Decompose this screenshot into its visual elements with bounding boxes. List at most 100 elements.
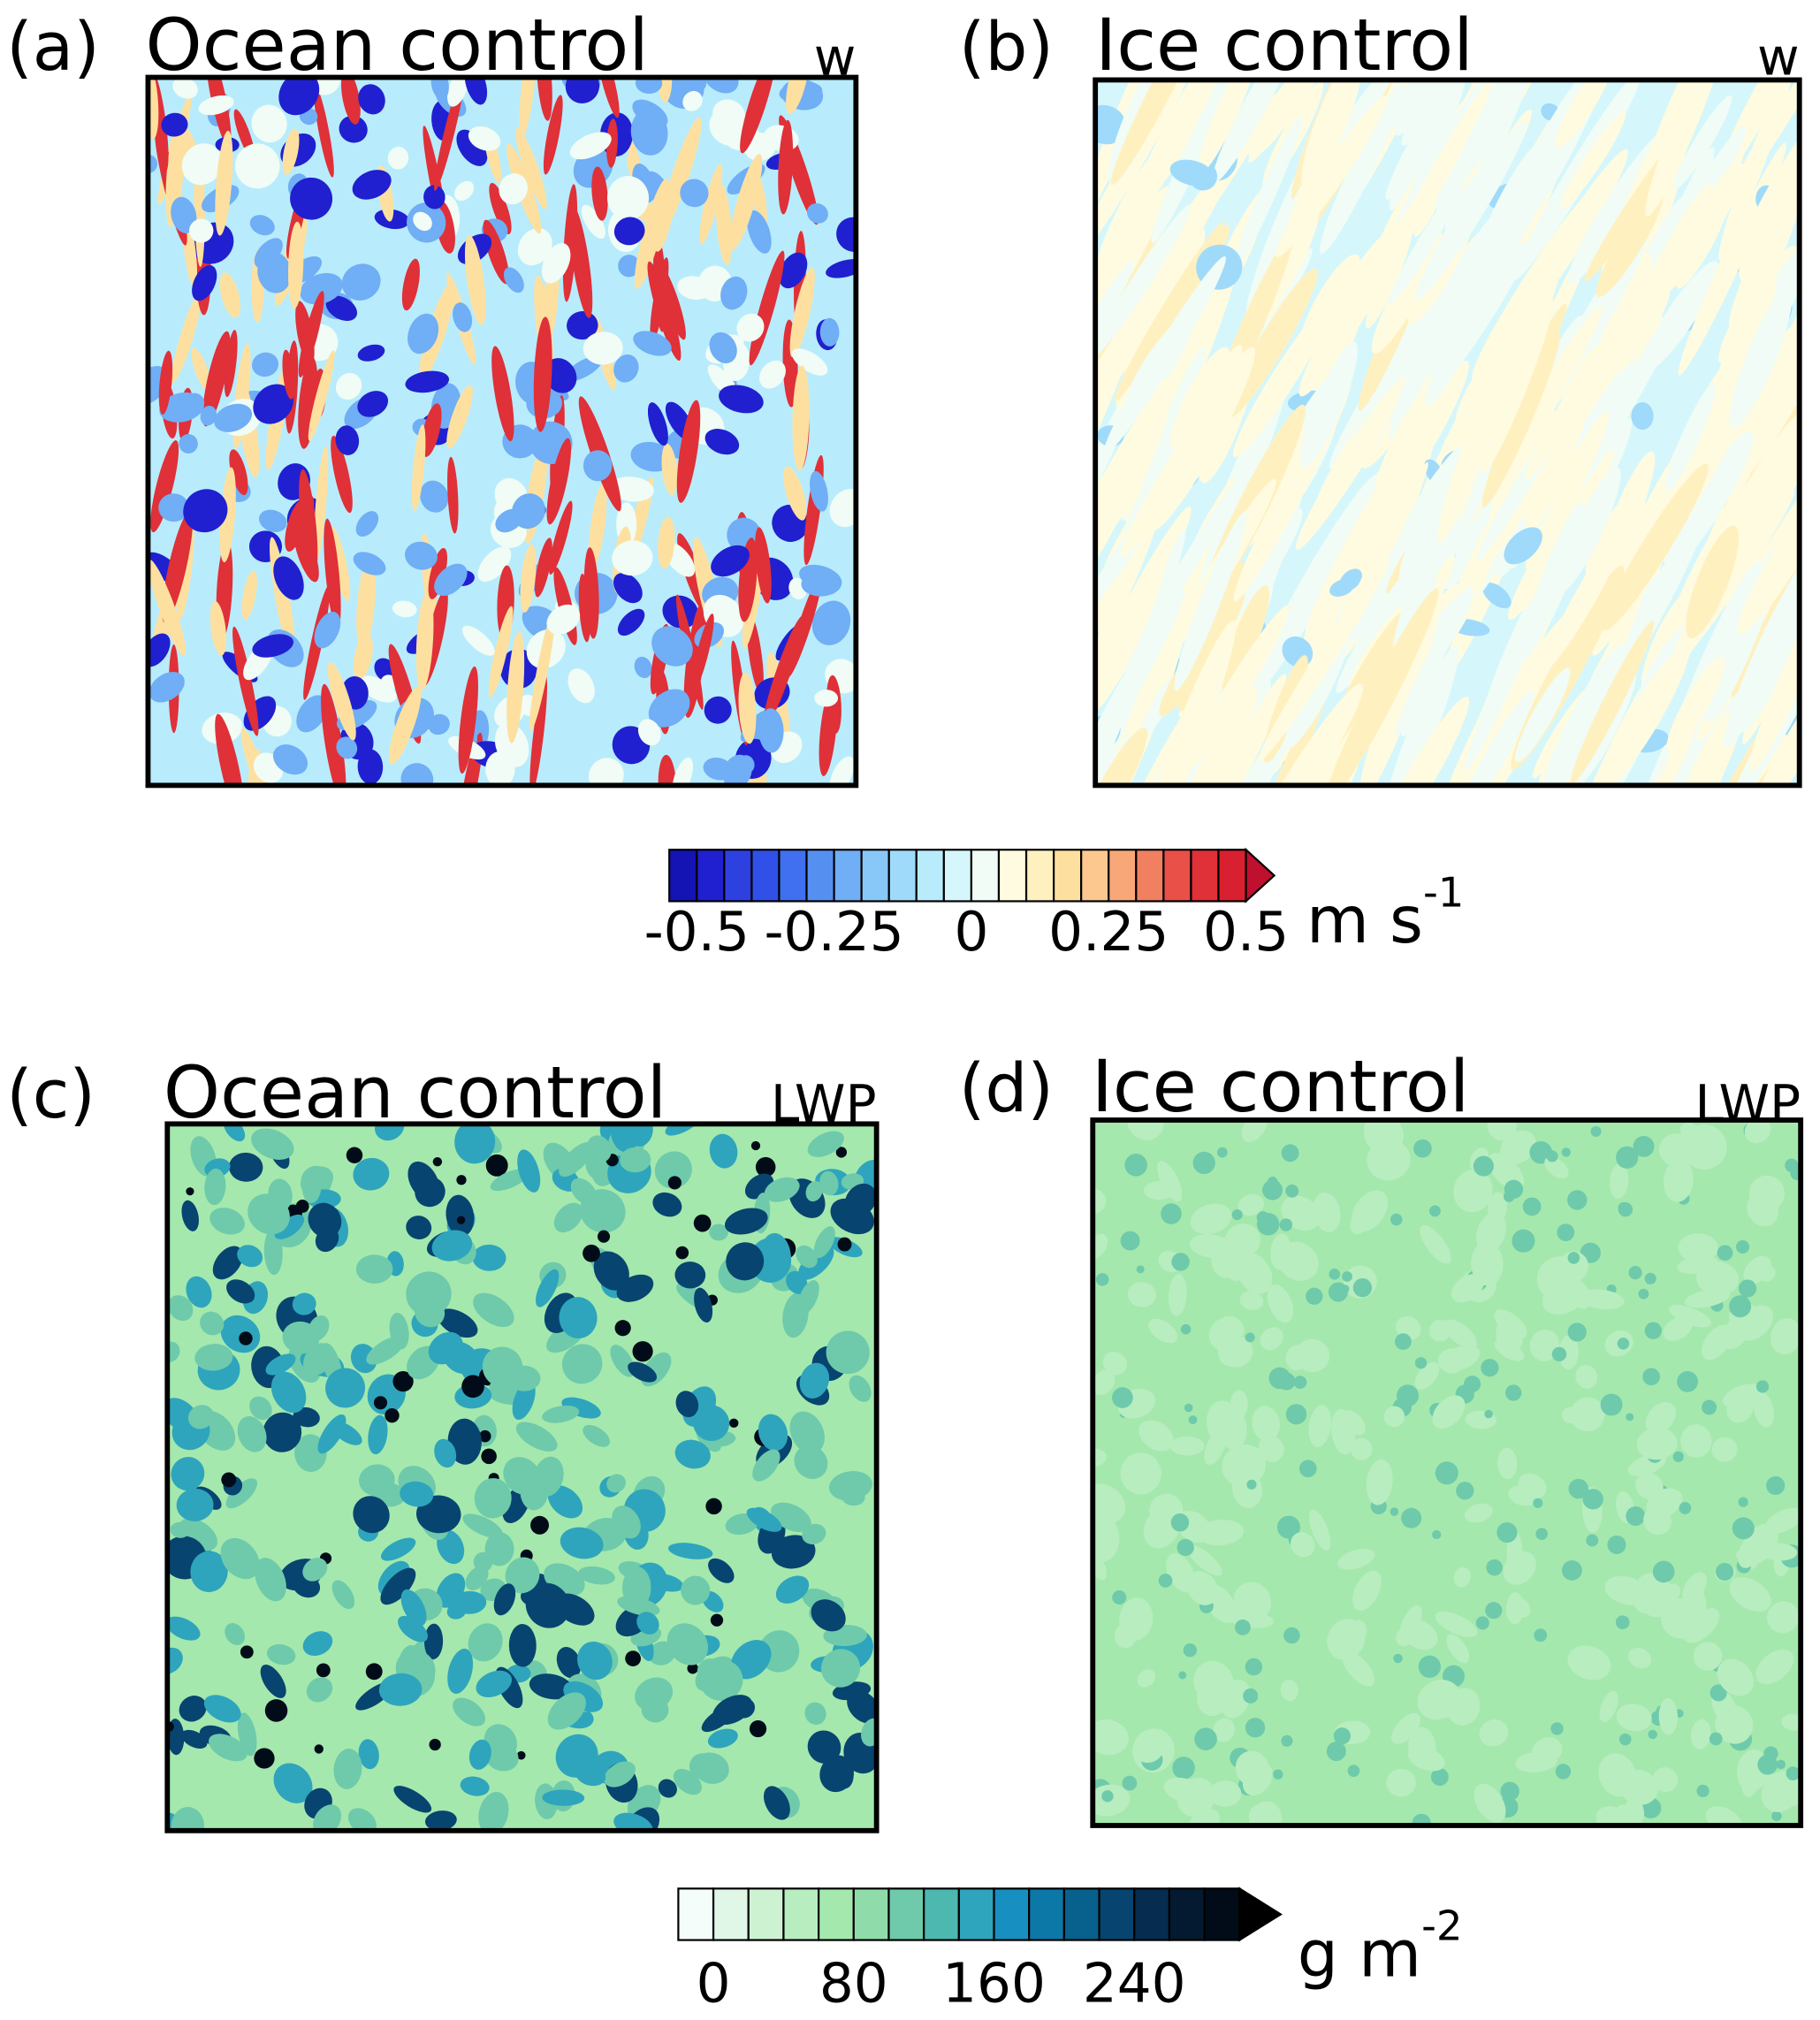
field-patch [1607,1535,1626,1554]
field-patch [259,509,287,532]
field-patch [637,719,661,746]
field-patch [1169,159,1214,187]
field-patch [253,384,293,424]
field-patch [1375,364,1443,490]
field-patch [829,489,857,528]
field-patch [1385,80,1492,267]
field-patch [1158,1574,1173,1588]
field-patch [1570,621,1655,784]
field-patch [1512,1229,1535,1253]
field-patch [1504,527,1542,565]
field-patch [635,1677,674,1711]
field-patch [468,126,501,151]
field-patch [605,118,618,168]
field-patch [168,1295,194,1322]
field-patch [1702,1399,1717,1415]
field-patch [398,1615,429,1643]
field-patch [203,1695,241,1723]
field-patch [290,177,333,220]
field-patch [529,610,556,731]
field-patch [1273,1769,1283,1780]
field-patch [1464,1503,1493,1523]
field-patch [241,570,257,620]
colorbar-bin [970,849,1001,903]
field-patch [1561,1406,1579,1424]
field-patch [1391,1712,1420,1744]
variable-label: LWP [771,1073,877,1133]
field-patch [844,1183,877,1217]
field-patch [251,104,287,143]
field-patch [1093,1233,1108,1260]
field-patch [1327,1619,1366,1660]
field-patch [171,289,202,384]
field-patch [612,1505,641,1539]
field-patch [1231,1208,1243,1221]
field-patch [1567,1190,1588,1210]
field-patch [1767,1601,1800,1634]
field-patch [1233,115,1303,271]
field-patch [1658,1133,1694,1167]
colorbar-bin [750,849,781,903]
field-patch [331,1421,362,1445]
field-patch [219,272,240,318]
field-patch [1557,1223,1575,1242]
colorbar-bin [852,1887,890,1941]
field-patch [712,1695,753,1725]
field-patch [715,183,732,265]
field-patch [1120,1231,1140,1251]
field-patch [1696,1784,1710,1798]
field-patch [188,218,214,243]
field-patch [704,429,740,455]
field-patch [1148,1318,1178,1344]
field-patch [1386,1768,1416,1797]
field-patch [215,713,245,786]
field-patch [763,1786,790,1820]
field-patch [1243,1688,1259,1704]
field-patch [183,489,228,533]
field-patch [1401,80,1476,146]
colorbar-tick-label: 80 [819,1952,888,2015]
field-patch [1686,525,1740,638]
field-patch [614,1320,631,1337]
field-patch [543,95,563,175]
field-patch [331,1580,355,1610]
field-patch [801,571,841,597]
field-patch [583,1244,600,1262]
field-patch [1127,1282,1156,1307]
field-patch [1213,1718,1235,1742]
field-patch [1522,1197,1542,1216]
field-patch [689,1753,713,1779]
field-patch [194,1344,233,1371]
field-patch [1596,1806,1623,1826]
field-patch [1680,1424,1712,1458]
field-patch [1619,1769,1659,1805]
field-patch [559,1297,598,1339]
field-patch [485,1154,508,1177]
field-patch [204,1168,226,1206]
field-patch [1183,1643,1198,1658]
field-patch [1672,1451,1684,1462]
field-patch [429,1738,441,1751]
field-patch [1118,465,1250,677]
field-patch [1550,1722,1564,1735]
field-patch [1715,1705,1754,1744]
field-patch [353,552,386,576]
field-patch [1258,559,1390,763]
field-patch [161,112,188,137]
field-patch [331,435,353,514]
field-patch [148,77,159,140]
field-patch [461,625,495,656]
field-patch [405,541,438,570]
field-patch [1635,1472,1664,1500]
field-patch [530,1515,550,1535]
field-patch [1770,1318,1801,1355]
field-patch [388,686,422,765]
field-patch [1599,1690,1618,1723]
field-patch [1595,253,1653,385]
field-patch [553,1202,583,1233]
field-patch [561,1344,603,1384]
field-patch [704,696,732,724]
field-patch [587,1135,612,1162]
field-patch [1241,1120,1268,1142]
field-patch [472,1244,506,1271]
